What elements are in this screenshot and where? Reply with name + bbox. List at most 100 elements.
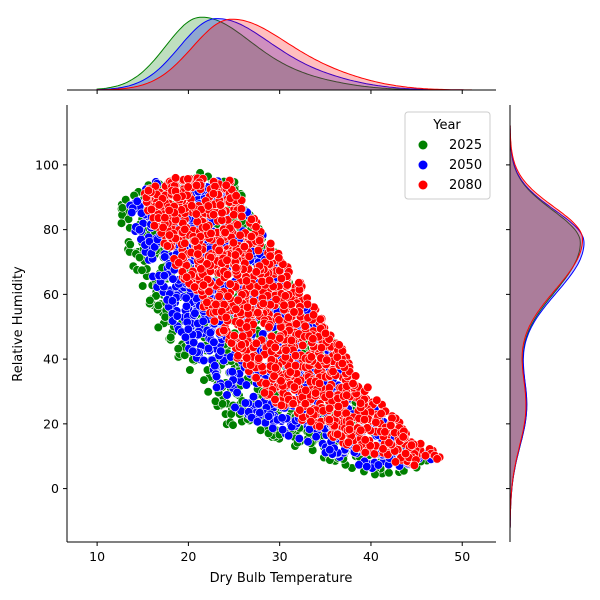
scatter-point-2080: [246, 214, 257, 224]
scatter-point-2080: [206, 228, 216, 239]
scatter-point-2080: [378, 444, 388, 454]
scatter-point-2050: [134, 225, 144, 235]
legend-label-2025: 2025: [449, 138, 482, 153]
scatter-point-2080: [384, 438, 394, 448]
scatter-point-2080: [183, 174, 193, 184]
scatter-point-2080: [174, 258, 184, 268]
scatter-point-2080: [211, 299, 221, 310]
scatter-point-2050: [277, 413, 287, 423]
x-tick-label: 30: [272, 549, 288, 564]
scatter-point-2080: [251, 373, 261, 383]
scatter-point-2050: [210, 361, 220, 371]
scatter-point-2080: [372, 395, 382, 405]
scatter-point-2080: [305, 406, 316, 416]
scatter-point-2080: [295, 405, 305, 415]
scatter-point-2080: [315, 314, 325, 324]
scatter-point-2080: [271, 294, 281, 305]
scatter-point-2025: [151, 291, 161, 301]
scatter-point-2080: [360, 448, 370, 458]
scatter-point-2080: [192, 180, 202, 190]
scatter-point-2080: [190, 236, 200, 246]
scatter-point-2080: [290, 361, 301, 371]
scatter-point-2050: [212, 382, 222, 393]
scatter-point-2050: [189, 338, 199, 348]
legend-box: [404, 111, 491, 200]
legend-label-2050: 2050: [449, 158, 482, 173]
scatter-point-2080: [191, 209, 201, 219]
scatter-point-2080: [406, 440, 417, 450]
scatter-point-2080: [187, 201, 197, 211]
scatter-point-2080: [300, 321, 310, 331]
scatter-point-2025: [116, 218, 127, 228]
scatter-point-2080: [230, 250, 240, 260]
scatter-point-2080: [246, 232, 256, 242]
scatter-point-2080: [261, 378, 271, 389]
scatter-point-2080: [202, 297, 212, 308]
scatter-point-2080: [193, 249, 203, 259]
scatter-point-2080: [270, 342, 280, 353]
scatter-point-2025: [218, 399, 228, 409]
scatter-point-2080: [223, 291, 233, 301]
scatter-point-2050: [181, 301, 192, 311]
scatter-point-2080: [300, 399, 310, 409]
legend-label-2080: 2080: [449, 178, 482, 193]
scatter-point-2080: [342, 390, 352, 400]
scatter-point-2080: [231, 304, 241, 314]
scatter-point-2080: [276, 376, 286, 386]
scatter-point-2080: [164, 205, 174, 216]
scatter-point-2080: [298, 340, 308, 351]
scatter-point-2050: [278, 425, 288, 435]
scatter-point-2080: [264, 322, 274, 332]
scatter-point-2080: [267, 331, 277, 342]
scatter-point-2080: [386, 420, 396, 431]
legend-title: Year: [432, 118, 461, 133]
scatter-point-2080: [235, 318, 245, 328]
scatter-point-2050: [241, 380, 251, 390]
scatter-point-2080: [233, 351, 243, 361]
scatter-point-2050: [209, 337, 219, 347]
scatter-point-2025: [173, 344, 183, 354]
scatter-point-2080: [201, 222, 211, 232]
scatter-point-2080: [365, 441, 375, 451]
scatter-point-2080: [143, 186, 153, 196]
scatter-point-2080: [332, 352, 342, 362]
scatter-point-2080: [264, 275, 275, 285]
scatter-point-2080: [233, 295, 243, 305]
scatter-point-2080: [348, 379, 358, 389]
scatter-point-2080: [214, 245, 224, 256]
scatter-point-2080: [149, 221, 159, 231]
legend-marker-2050: [418, 160, 428, 170]
scatter-point-2050: [188, 346, 198, 356]
scatter-point-2080: [251, 267, 261, 277]
kde-x-2080: [96, 18, 472, 91]
scatter-point-2050: [252, 417, 263, 427]
scatter-point-2080: [238, 331, 248, 341]
y-tick-label: 60: [43, 287, 59, 302]
scatter-point-2080: [308, 334, 318, 344]
scatter-point-2080: [233, 220, 243, 230]
scatter-point-2025: [384, 468, 394, 478]
scatter-point-2080: [180, 238, 190, 248]
scatter-point-2080: [255, 236, 265, 246]
scatter-point-2080: [314, 378, 325, 389]
x-tick-label: 40: [363, 549, 379, 564]
scatter-point-2025: [145, 295, 155, 306]
scatter-point-2080: [274, 253, 284, 263]
scatter-point-2080: [182, 272, 192, 282]
scatter-point-2080: [324, 415, 334, 425]
scatter-point-2025: [203, 387, 213, 397]
scatter-point-2050: [294, 434, 304, 444]
x-tick-label: 50: [454, 549, 470, 564]
scatter-point-2050: [268, 423, 278, 433]
scatter-point-2080: [171, 173, 181, 183]
scatter-point-2080: [276, 400, 287, 410]
scatter-point-2080: [356, 398, 366, 408]
scatter-point-2080: [251, 338, 261, 349]
scatter-point-2080: [180, 224, 190, 234]
scatter-point-2080: [242, 302, 253, 312]
scatter-point-2025: [135, 252, 145, 263]
scatter-point-2025: [125, 239, 135, 250]
scatter-point-2080: [344, 425, 355, 435]
scatter-point-2025: [117, 203, 127, 213]
